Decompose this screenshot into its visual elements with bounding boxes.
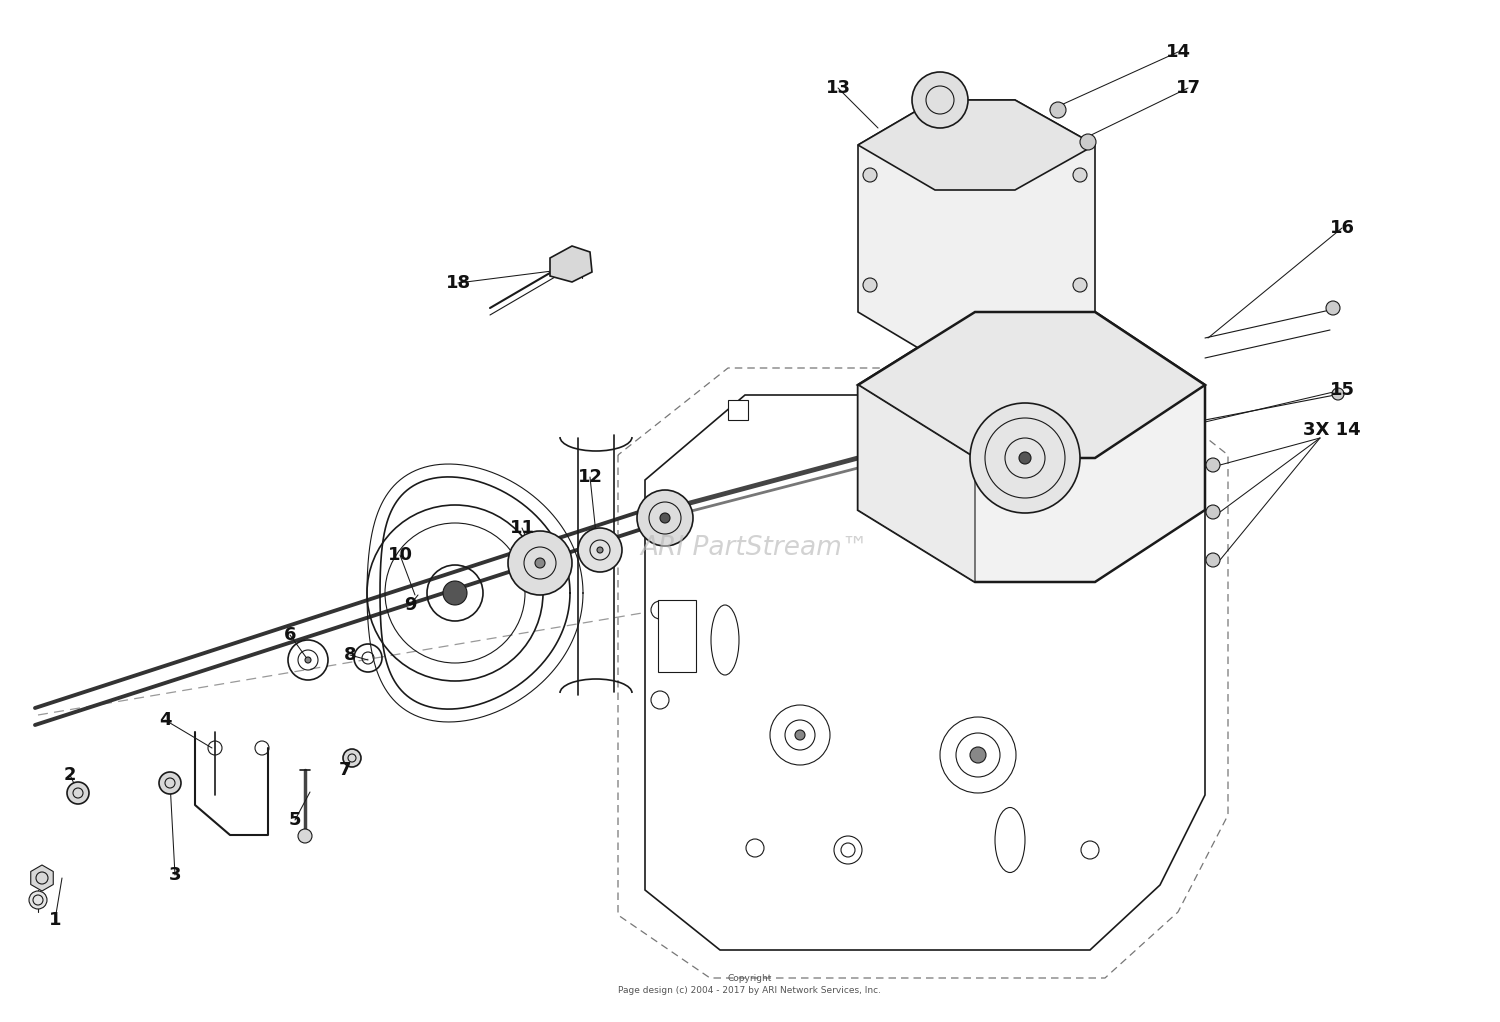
Circle shape [1206, 458, 1219, 472]
Circle shape [1072, 278, 1088, 292]
Text: 11: 11 [510, 519, 534, 537]
Ellipse shape [711, 605, 740, 675]
Circle shape [597, 547, 603, 553]
Circle shape [862, 168, 877, 182]
Circle shape [1326, 301, 1340, 315]
Circle shape [536, 558, 544, 568]
Text: 3: 3 [168, 866, 182, 884]
Circle shape [1332, 388, 1344, 400]
Text: 16: 16 [1329, 219, 1354, 237]
Ellipse shape [994, 807, 1024, 873]
Circle shape [68, 782, 88, 804]
Circle shape [638, 490, 693, 546]
Text: 15: 15 [1329, 381, 1354, 399]
Polygon shape [550, 246, 592, 282]
Polygon shape [30, 865, 54, 891]
Text: Copyright
Page design (c) 2004 - 2017 by ARI Network Services, Inc.: Copyright Page design (c) 2004 - 2017 by… [618, 974, 882, 995]
Circle shape [442, 580, 466, 605]
Text: 3X 14: 3X 14 [1304, 421, 1360, 439]
Circle shape [795, 730, 806, 740]
Polygon shape [858, 100, 1095, 190]
Circle shape [1206, 505, 1219, 519]
Bar [728, 400, 748, 420]
Circle shape [159, 772, 182, 794]
Text: 17: 17 [1176, 79, 1200, 97]
Circle shape [1072, 168, 1088, 182]
Text: 13: 13 [825, 79, 850, 97]
Circle shape [304, 657, 310, 663]
Circle shape [1206, 553, 1219, 567]
Text: 5: 5 [288, 811, 302, 829]
Polygon shape [858, 312, 1204, 458]
Circle shape [298, 829, 312, 843]
Text: 2: 2 [63, 766, 76, 784]
Text: 1: 1 [48, 911, 62, 929]
Circle shape [1019, 452, 1031, 464]
Circle shape [509, 531, 572, 595]
Text: 18: 18 [446, 274, 471, 292]
Circle shape [344, 749, 362, 766]
Circle shape [578, 528, 622, 572]
Text: 12: 12 [578, 468, 603, 486]
Circle shape [28, 891, 46, 909]
Polygon shape [858, 100, 1095, 358]
Text: 7: 7 [339, 761, 351, 779]
Circle shape [1080, 134, 1096, 150]
Polygon shape [858, 312, 1204, 582]
Text: 6: 6 [284, 626, 296, 644]
Circle shape [970, 403, 1080, 513]
Text: ARI PartStream™: ARI PartStream™ [640, 535, 868, 561]
Polygon shape [645, 394, 1204, 950]
Polygon shape [858, 385, 975, 582]
Circle shape [970, 747, 986, 763]
Text: 8: 8 [344, 646, 357, 664]
Text: 14: 14 [1166, 43, 1191, 61]
Circle shape [660, 513, 670, 523]
Text: 9: 9 [404, 596, 416, 614]
Bar [658, 600, 696, 672]
Circle shape [912, 72, 968, 128]
Circle shape [862, 278, 877, 292]
Text: 10: 10 [387, 546, 412, 564]
Text: 4: 4 [159, 711, 171, 729]
Circle shape [1050, 102, 1066, 118]
